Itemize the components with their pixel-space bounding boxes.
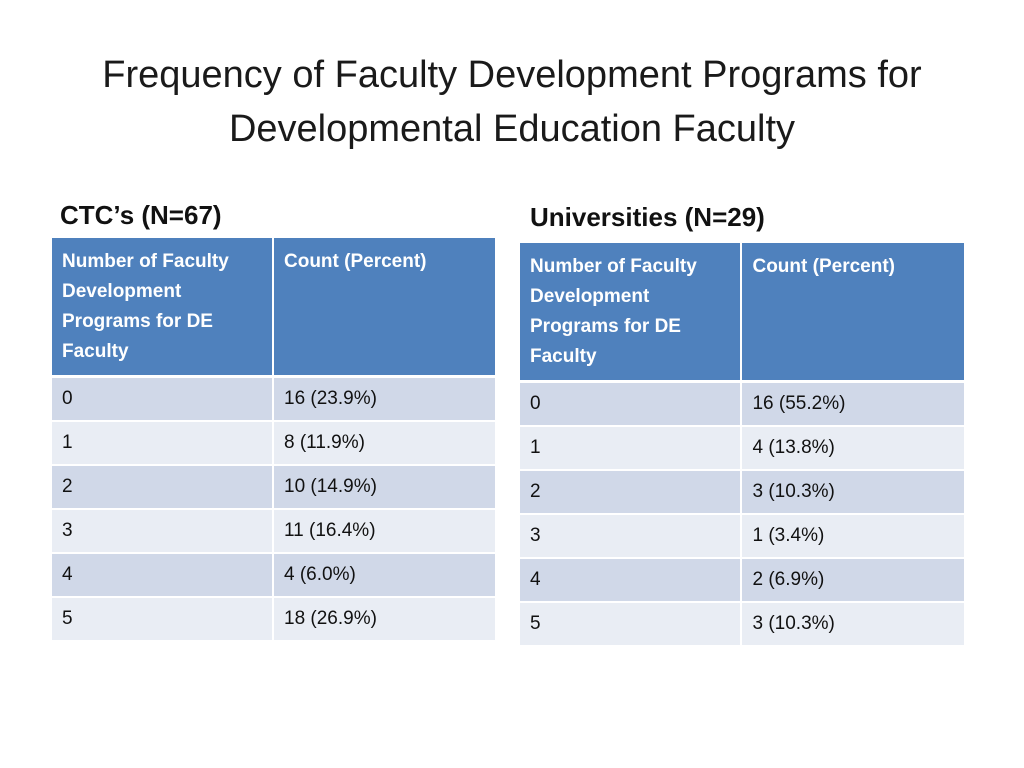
column-header-programs: Number of Faculty Development Programs f… <box>52 238 274 378</box>
programs-cell: 1 <box>52 421 274 466</box>
count-cell: 3 (10.3%) <box>741 470 964 515</box>
slide-title-line-2: Developmental Education Faculty <box>228 108 796 150</box>
programs-cell: 4 <box>520 558 743 603</box>
count-cell: 3 (10.3%) <box>741 602 964 647</box>
programs-cell: 2 <box>520 470 743 515</box>
table-header-row: Number of Faculty Development Programs f… <box>52 238 495 378</box>
programs-cell: 5 <box>520 602 743 647</box>
count-cell: 2 (6.9%) <box>741 558 964 603</box>
table-row: 3 1 (3.4%) <box>520 514 964 559</box>
table-row: 0 16 (23.9%) <box>52 376 495 422</box>
table-row: 1 4 (13.8%) <box>520 426 964 471</box>
column-header-programs: Number of Faculty Development Programs f… <box>520 243 743 383</box>
count-cell: 10 (14.9%) <box>273 465 495 510</box>
programs-cell: 2 <box>52 465 274 510</box>
table-row: 3 11 (16.4%) <box>52 509 495 554</box>
table-row: 2 3 (10.3%) <box>520 470 964 515</box>
count-cell: 16 (23.9%) <box>273 376 495 422</box>
count-cell: 11 (16.4%) <box>273 509 495 554</box>
programs-cell: 5 <box>52 597 274 642</box>
count-cell: 18 (26.9%) <box>273 597 495 642</box>
count-cell: 4 (13.8%) <box>741 426 964 471</box>
universities-heading: Universities (N=29) <box>530 202 765 232</box>
count-cell: 4 (6.0%) <box>273 553 495 598</box>
table-row: 0 16 (55.2%) <box>520 381 964 427</box>
universities-table: Number of Faculty Development Programs f… <box>520 243 964 647</box>
table-row: 4 4 (6.0%) <box>52 553 495 598</box>
ctc-heading: CTC’s (N=67) <box>60 200 222 230</box>
table-row: 4 2 (6.9%) <box>520 558 964 603</box>
table-row: 5 18 (26.9%) <box>52 597 495 642</box>
table-row: 1 8 (11.9%) <box>52 421 495 466</box>
slide-title-line-1: Frequency of Faculty Development Program… <box>102 54 922 96</box>
count-cell: 8 (11.9%) <box>273 421 495 466</box>
ctc-table: Number of Faculty Development Programs f… <box>52 238 495 642</box>
slide-title: Frequency of Faculty Development Program… <box>0 48 1024 156</box>
programs-cell: 3 <box>52 509 274 554</box>
table-header-row: Number of Faculty Development Programs f… <box>520 243 964 383</box>
programs-cell: 3 <box>520 514 743 559</box>
programs-cell: 0 <box>520 381 743 427</box>
programs-cell: 0 <box>52 376 274 422</box>
column-header-count: Count (Percent) <box>741 243 964 383</box>
table-row: 5 3 (10.3%) <box>520 602 964 647</box>
count-cell: 16 (55.2%) <box>741 381 964 427</box>
column-header-count: Count (Percent) <box>273 238 495 378</box>
programs-cell: 1 <box>520 426 743 471</box>
count-cell: 1 (3.4%) <box>741 514 964 559</box>
table-row: 2 10 (14.9%) <box>52 465 495 510</box>
programs-cell: 4 <box>52 553 274 598</box>
